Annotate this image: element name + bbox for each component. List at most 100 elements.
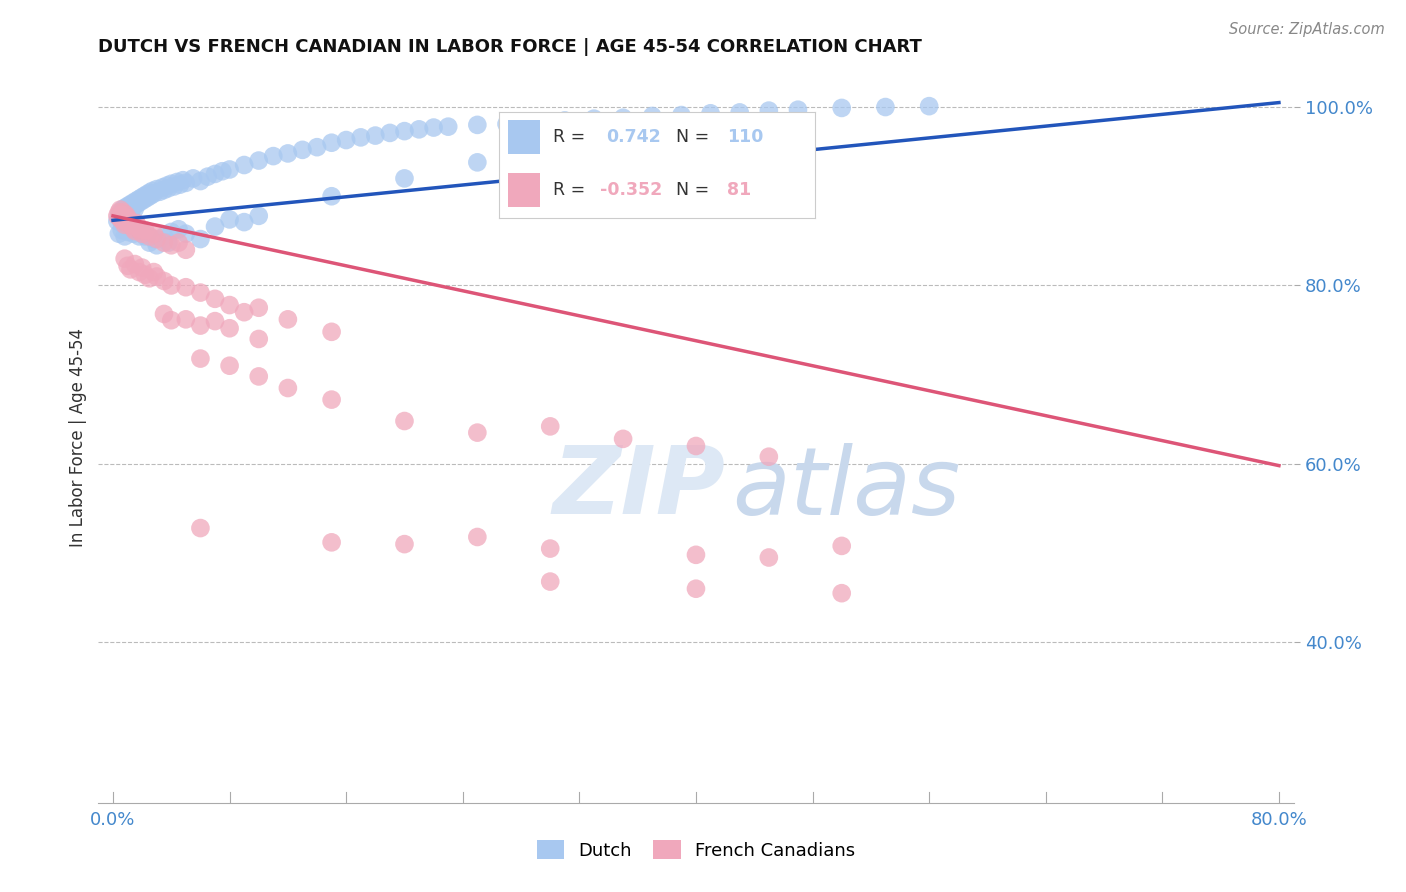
Point bbox=[174, 280, 197, 294]
Point bbox=[174, 176, 197, 190]
Text: Source: ZipAtlas.com: Source: ZipAtlas.com bbox=[1229, 22, 1385, 37]
Point bbox=[134, 229, 156, 244]
Point bbox=[831, 539, 853, 553]
Point bbox=[321, 189, 343, 203]
Point bbox=[538, 541, 561, 556]
Point bbox=[111, 208, 134, 222]
Point bbox=[149, 185, 172, 199]
Point bbox=[728, 105, 751, 120]
Point bbox=[122, 199, 145, 213]
Point bbox=[190, 521, 212, 535]
Point bbox=[111, 213, 134, 227]
Point bbox=[134, 268, 156, 282]
Point bbox=[218, 212, 240, 227]
Point bbox=[538, 574, 561, 589]
Point bbox=[141, 184, 163, 198]
Text: atlas: atlas bbox=[733, 442, 960, 533]
Point bbox=[190, 174, 212, 188]
Point bbox=[134, 223, 156, 237]
Point bbox=[120, 207, 142, 221]
Point bbox=[139, 188, 162, 202]
Point bbox=[174, 227, 197, 241]
Text: DUTCH VS FRENCH CANADIAN IN LABOR FORCE | AGE 45-54 CORRELATION CHART: DUTCH VS FRENCH CANADIAN IN LABOR FORCE … bbox=[98, 38, 922, 56]
Point bbox=[378, 126, 401, 140]
Point bbox=[153, 183, 176, 197]
Point bbox=[247, 301, 270, 315]
Point bbox=[138, 235, 160, 250]
Point bbox=[582, 112, 605, 126]
Point bbox=[758, 103, 780, 118]
Point bbox=[204, 167, 226, 181]
Point bbox=[120, 216, 142, 230]
Point bbox=[262, 149, 284, 163]
Point bbox=[131, 227, 153, 241]
Point bbox=[118, 204, 141, 219]
Point bbox=[117, 225, 139, 239]
Point bbox=[115, 200, 138, 214]
Point bbox=[394, 124, 416, 138]
Point bbox=[422, 120, 444, 135]
Point bbox=[211, 164, 233, 178]
Point bbox=[641, 109, 664, 123]
Point bbox=[135, 187, 157, 202]
Point bbox=[160, 238, 183, 252]
Point bbox=[108, 205, 131, 219]
Point bbox=[114, 211, 136, 226]
Point bbox=[190, 232, 212, 246]
Point bbox=[218, 162, 240, 177]
Point bbox=[120, 220, 142, 235]
Point bbox=[408, 122, 430, 136]
Point bbox=[831, 101, 853, 115]
Point bbox=[145, 182, 167, 196]
Point bbox=[394, 414, 416, 428]
Point bbox=[121, 202, 143, 217]
Point bbox=[125, 197, 148, 211]
Point bbox=[181, 171, 204, 186]
Point bbox=[124, 257, 146, 271]
Point bbox=[167, 235, 190, 250]
Point bbox=[121, 219, 143, 233]
Point bbox=[157, 235, 180, 250]
Point bbox=[118, 213, 141, 227]
Point bbox=[467, 155, 489, 169]
Point bbox=[291, 143, 314, 157]
Point bbox=[153, 229, 176, 244]
Point bbox=[152, 180, 174, 194]
Point bbox=[124, 202, 146, 216]
Point bbox=[117, 202, 139, 217]
Legend: Dutch, French Canadians: Dutch, French Canadians bbox=[530, 833, 862, 867]
Text: ZIP: ZIP bbox=[553, 442, 725, 534]
Point bbox=[685, 439, 707, 453]
Point bbox=[160, 278, 183, 293]
Point bbox=[612, 111, 634, 125]
Point bbox=[495, 117, 517, 131]
Point bbox=[218, 359, 240, 373]
Point bbox=[612, 432, 634, 446]
Point bbox=[138, 229, 160, 244]
Point bbox=[321, 392, 343, 407]
Point bbox=[197, 169, 219, 184]
Point bbox=[153, 274, 176, 288]
Point bbox=[125, 216, 148, 230]
Point bbox=[110, 206, 132, 220]
Point bbox=[124, 194, 146, 209]
Point bbox=[142, 186, 165, 201]
Point bbox=[699, 106, 721, 120]
Point bbox=[831, 586, 853, 600]
Point bbox=[190, 318, 212, 333]
Point bbox=[277, 312, 299, 326]
Point bbox=[108, 209, 131, 223]
Point bbox=[138, 186, 160, 200]
Point bbox=[918, 99, 941, 113]
Point bbox=[111, 203, 134, 218]
Point bbox=[394, 537, 416, 551]
Point bbox=[321, 325, 343, 339]
Point bbox=[110, 202, 132, 217]
Point bbox=[163, 179, 186, 194]
Point bbox=[110, 211, 132, 226]
Point bbox=[115, 208, 138, 222]
Point bbox=[787, 103, 810, 117]
Point bbox=[117, 217, 139, 231]
Point bbox=[875, 100, 897, 114]
Point bbox=[166, 175, 188, 189]
